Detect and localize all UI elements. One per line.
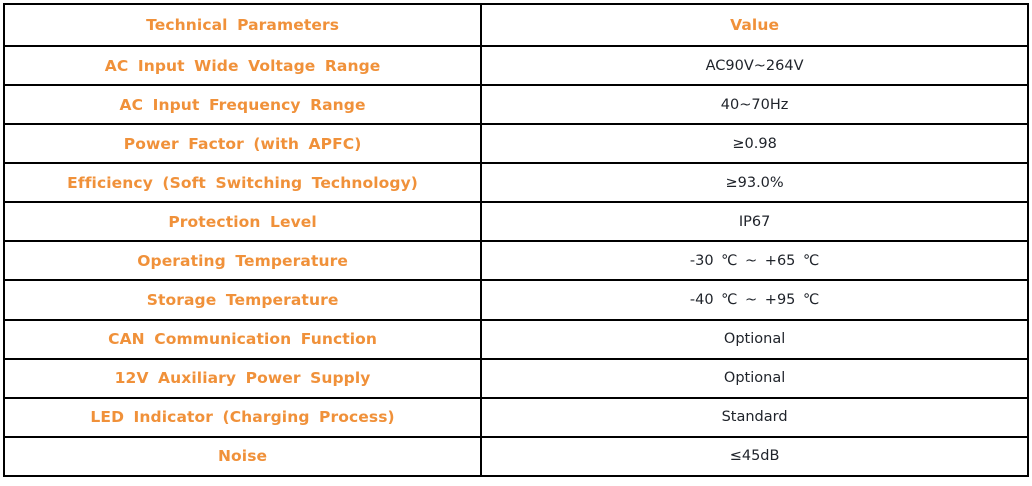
parameter-value-cell: ≤45dB (480, 435, 1029, 478)
parameter-value-cell: 40~70Hz (480, 84, 1029, 126)
parameter-value-cell: AC90V~264V (480, 44, 1029, 87)
technical-parameters-table: Technical Parameters Value AC Input Wide… (2, 3, 1029, 478)
column-header-value: Value (480, 3, 1029, 47)
parameter-name-cell: AC Input Frequency Range (2, 84, 483, 126)
table-row: 12V Auxiliary Power Supply Optional (2, 357, 1029, 399)
parameter-name-cell: Efficiency (Soft Switching Technology) (2, 162, 483, 204)
column-header-technical-parameters: Technical Parameters (2, 3, 483, 47)
parameter-value-cell: -40 ℃ ~ +95 ℃ (480, 279, 1029, 321)
parameter-value-cell: ≥0.98 (480, 123, 1029, 165)
table-row: Efficiency (Soft Switching Technology) ≥… (2, 162, 1029, 204)
table-row: LED Indicator (Charging Process) Standar… (2, 396, 1029, 438)
parameter-name-cell: CAN Communication Function (2, 318, 483, 360)
spec-table: Technical Parameters Value AC Input Wide… (2, 3, 1029, 478)
table-row: Protection Level IP67 (2, 201, 1029, 243)
parameter-name-cell: 12V Auxiliary Power Supply (2, 357, 483, 399)
parameter-name-cell: Storage Temperature (2, 279, 483, 321)
table-row: Power Factor (with APFC) ≥0.98 (2, 123, 1029, 165)
parameter-name-cell: Noise (2, 435, 483, 478)
table-row: Operating Temperature -30 ℃ ~ +65 ℃ (2, 240, 1029, 282)
parameter-value-cell: ≥93.0% (480, 162, 1029, 204)
table-header-row: Technical Parameters Value (2, 3, 1029, 47)
table-row: Noise ≤45dB (2, 435, 1029, 478)
parameter-name-cell: AC Input Wide Voltage Range (2, 44, 483, 87)
parameter-name-cell: Operating Temperature (2, 240, 483, 282)
parameter-name-cell: Power Factor (with APFC) (2, 123, 483, 165)
table-row: Storage Temperature -40 ℃ ~ +95 ℃ (2, 279, 1029, 321)
parameter-value-cell: IP67 (480, 201, 1029, 243)
parameter-value-cell: Optional (480, 357, 1029, 399)
parameter-value-cell: Standard (480, 396, 1029, 438)
parameter-value-cell: Optional (480, 318, 1029, 360)
parameter-value-cell: -30 ℃ ~ +65 ℃ (480, 240, 1029, 282)
table-row: AC Input Frequency Range 40~70Hz (2, 84, 1029, 126)
table-row: CAN Communication Function Optional (2, 318, 1029, 360)
parameter-name-cell: Protection Level (2, 201, 483, 243)
table-row: AC Input Wide Voltage Range AC90V~264V (2, 44, 1029, 87)
parameter-name-cell: LED Indicator (Charging Process) (2, 396, 483, 438)
